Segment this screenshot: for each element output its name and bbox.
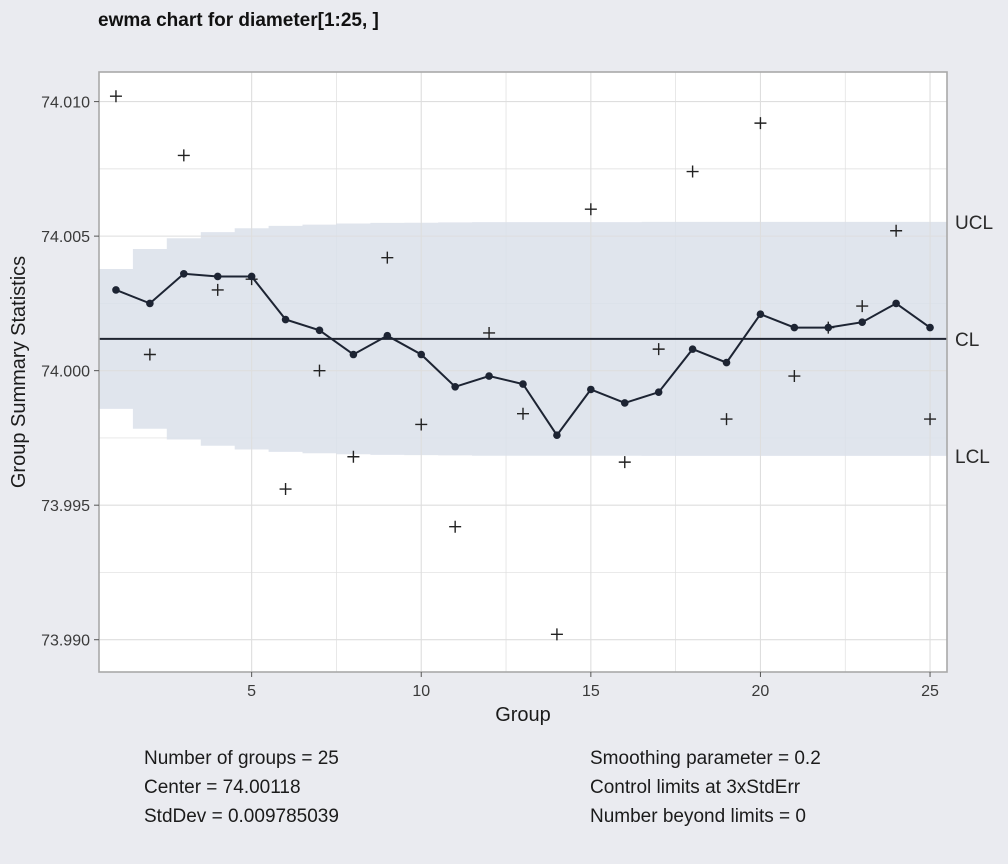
center-text: Center = 74.00118 [144,777,301,798]
ewma-point [790,323,799,332]
plot-border [98,71,948,673]
ewma-point [247,272,256,281]
number-of-groups-text: Number of groups = 25 [144,748,339,769]
ewma-point [417,350,426,359]
statistic-point [483,326,496,339]
y-tick-label: 73.995 [41,498,90,515]
statistic-point [415,418,428,431]
plot-area: 5 10 15 20 25 73.990 73.995 74.000 74.005 74.010 U… [41,71,993,700]
ewma-point [146,299,154,308]
ewma-point [519,380,527,388]
statistic-point [924,413,937,426]
statistic-point [890,224,903,237]
stats-summary-right: Smoothing parameter = 0.2 Control limits… [590,744,821,831]
x-tick-label: 15 [582,683,600,700]
statistic-point [347,450,360,463]
statistic-point [720,413,733,426]
ewma-point [654,388,663,396]
y-tick-label: 74.010 [41,95,90,112]
ewma-point [180,269,188,278]
statistic-point [618,456,631,469]
cl-label: CL [955,330,979,351]
ucl-label: UCL [955,213,993,234]
statistic-point [177,149,190,162]
y-axis-title: Group Summary Statistics [8,256,30,488]
ewma-point [722,358,731,367]
x-tick-label: 20 [752,683,770,700]
statistic-point [686,165,699,178]
chart-title: ewma chart for diameter[1:25, ] [98,10,379,31]
statistic-point [517,407,529,420]
stats-summary-left: Number of groups = 25 Center = 74.00118 … [144,744,339,831]
ewma-point [213,272,222,281]
ewma-point [112,286,120,294]
x-tick-label: 10 [412,683,430,700]
ewma-point [892,299,900,308]
x-tick-label: 25 [921,683,939,700]
ewma-point [349,350,358,359]
statistic-point [856,300,869,313]
ewma-point [485,372,493,380]
statistic-point [109,90,122,103]
ewma-point [858,318,866,327]
ewma-point [451,382,459,391]
smoothing-parameter-text: Smoothing parameter = 0.2 [590,748,821,769]
ewma-point [315,326,324,335]
ewma-point [281,315,290,324]
ewma-point [756,310,765,318]
ewma-point [824,323,833,332]
statistic-point [754,117,767,130]
ewma-point [553,431,561,440]
x-axis-title: Group [495,704,551,726]
stddev-text: StdDev = 0.009785039 [144,806,339,827]
beyond-limits-text: Number beyond limits = 0 [590,806,806,827]
y-tick-label: 74.005 [41,229,90,246]
statistic-point [550,628,563,641]
ewma-point [620,399,629,407]
x-tick-label: 5 [247,683,256,700]
statistic-point [652,343,665,356]
y-tick-label: 74.000 [41,364,90,381]
statistic-point [279,483,292,496]
ewma-point [383,331,392,340]
statistic-point [449,520,462,533]
ewma-point [587,385,595,394]
statistic-point [584,203,597,216]
ewma-point [688,345,697,353]
statistic-point [788,370,801,383]
lcl-label: LCL [955,447,990,468]
y-tick-label: 73.990 [41,633,90,650]
ewma-point [926,323,934,332]
statistic-point [211,283,224,296]
statistic-point [381,251,394,264]
statistic-point [313,364,326,377]
control-limits-text: Control limits at 3xStdErr [590,777,801,798]
statistic-point [143,348,156,361]
